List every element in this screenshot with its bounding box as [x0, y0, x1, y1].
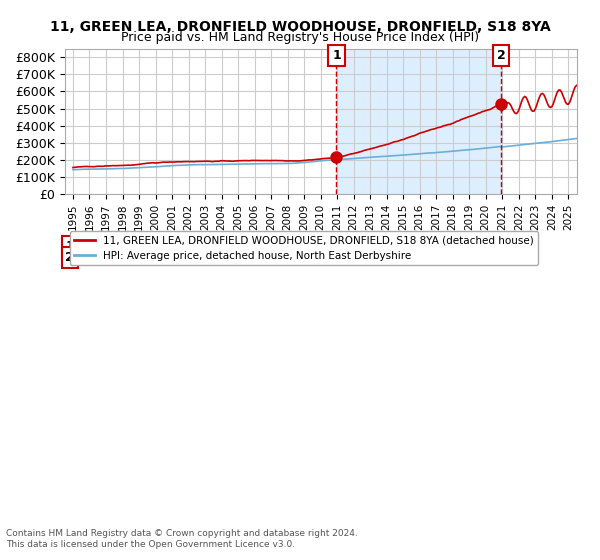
- Bar: [337, 49, 501, 194]
- Text: 11, GREEN LEA, DRONFIELD WOODHOUSE, DRONFIELD, S18 8YA: 11, GREEN LEA, DRONFIELD WOODHOUSE, DRON…: [50, 20, 550, 34]
- Text: 1: 1: [332, 49, 341, 62]
- Text: 17-DEC-2010: 17-DEC-2010: [106, 240, 188, 253]
- Text: 1: 1: [65, 240, 74, 253]
- Text: 07-DEC-2020: 07-DEC-2020: [106, 251, 188, 264]
- Legend: 11, GREEN LEA, DRONFIELD WOODHOUSE, DRONFIELD, S18 8YA (detached house), HPI: Av: 11, GREEN LEA, DRONFIELD WOODHOUSE, DRON…: [70, 231, 538, 265]
- Text: Contains HM Land Registry data © Crown copyright and database right 2024.
This d: Contains HM Land Registry data © Crown c…: [6, 529, 358, 549]
- Text: 2: 2: [65, 251, 74, 264]
- Text: 2: 2: [497, 49, 505, 62]
- Text: £525,000: £525,000: [254, 251, 314, 264]
- Text: £215,000: £215,000: [254, 240, 314, 253]
- Text: 88% ↑ HPI: 88% ↑ HPI: [372, 251, 439, 264]
- Text: Price paid vs. HM Land Registry's House Price Index (HPI): Price paid vs. HM Land Registry's House …: [121, 31, 479, 44]
- Text: 7% ↑ HPI: 7% ↑ HPI: [372, 240, 431, 253]
